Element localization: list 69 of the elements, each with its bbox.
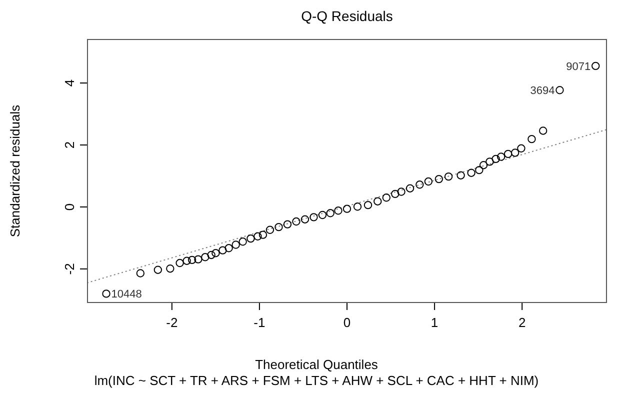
point bbox=[334, 206, 342, 215]
x-tick-label: -2 bbox=[166, 315, 178, 330]
x-tick-label: -1 bbox=[254, 315, 266, 330]
point bbox=[434, 174, 444, 184]
point bbox=[136, 269, 144, 278]
point bbox=[166, 264, 174, 273]
point bbox=[479, 161, 488, 170]
point bbox=[218, 246, 227, 254]
point bbox=[283, 220, 292, 228]
point bbox=[258, 230, 268, 239]
point bbox=[592, 62, 600, 70]
point bbox=[188, 256, 196, 264]
chart-title: Q-Q Residuals bbox=[300, 8, 394, 24]
point bbox=[364, 200, 372, 210]
point bbox=[467, 168, 476, 177]
point bbox=[424, 177, 433, 186]
point bbox=[416, 180, 424, 189]
y-tick-label: 4 bbox=[62, 79, 77, 87]
point bbox=[492, 154, 500, 164]
point bbox=[353, 202, 362, 211]
point bbox=[176, 258, 184, 268]
x-tick-label: 1 bbox=[430, 315, 438, 330]
point bbox=[102, 290, 110, 298]
point bbox=[528, 134, 536, 144]
point bbox=[182, 256, 191, 265]
point bbox=[374, 197, 382, 206]
point bbox=[318, 210, 327, 220]
point bbox=[406, 184, 414, 192]
y-tick-label: -2 bbox=[62, 263, 77, 275]
point bbox=[238, 238, 247, 246]
point bbox=[517, 144, 526, 152]
y-tick-label: 2 bbox=[62, 141, 77, 149]
y-axis-title: Standardized residuals bbox=[8, 104, 22, 238]
point bbox=[266, 226, 274, 234]
point bbox=[382, 194, 390, 202]
point bbox=[292, 217, 300, 226]
x-tick-label: 0 bbox=[343, 315, 351, 330]
point bbox=[342, 204, 352, 213]
point bbox=[194, 255, 202, 264]
point bbox=[510, 148, 520, 157]
point bbox=[274, 222, 283, 232]
point bbox=[254, 232, 262, 240]
point bbox=[212, 249, 220, 258]
point bbox=[496, 152, 506, 161]
point bbox=[224, 244, 233, 252]
y-tick-label: 0 bbox=[62, 203, 77, 211]
annotation: 3694 bbox=[530, 85, 555, 98]
point bbox=[300, 215, 310, 224]
point bbox=[207, 250, 216, 260]
point bbox=[310, 213, 318, 222]
point bbox=[538, 126, 548, 135]
point bbox=[504, 150, 512, 158]
annotation: 10448 bbox=[111, 288, 142, 301]
point bbox=[201, 253, 210, 262]
point bbox=[486, 158, 494, 166]
point bbox=[475, 166, 484, 174]
point bbox=[154, 266, 162, 274]
point bbox=[556, 86, 564, 94]
point bbox=[326, 209, 334, 218]
annotation: 9071 bbox=[566, 60, 591, 73]
text: lm(INC ~ SCT + TR + ARS + FSM + LTS + AHW + SCL + CAC + HHT + NIM) bbox=[93, 373, 540, 388]
x-axis-title: Theoretical Quantiles bbox=[254, 357, 379, 372]
point bbox=[246, 234, 255, 243]
point bbox=[232, 240, 240, 249]
point bbox=[397, 188, 406, 196]
point bbox=[444, 172, 453, 181]
point bbox=[456, 171, 465, 180]
x-tick-label: 2 bbox=[518, 315, 526, 330]
point bbox=[391, 190, 400, 198]
